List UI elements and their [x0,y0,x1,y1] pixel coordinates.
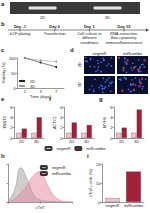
svg-text:Transfection: Transfection [44,31,66,36]
svg-text:3D: 3D [34,139,39,144]
svg-text:h: h [1,153,5,159]
svg-text:Day 15: Day 15 [118,24,132,29]
svg-text:cTnT+ cells (%): cTnT+ cells (%) [88,168,93,197]
svg-text:d: d [70,47,74,53]
svg-text:conditions: conditions [80,40,98,45]
svg-text:miRcombo: miRcombo [124,203,144,208]
svg-text:flow cytometry,: flow cytometry, [110,35,138,41]
svg-text:c: c [1,47,5,53]
svg-text:2D: 2D [119,139,124,144]
svg-text:negmiR: negmiR [93,51,107,56]
svg-text:different: different [82,35,97,41]
svg-text:0: 0 [60,136,63,141]
svg-text:2D: 2D [77,62,82,67]
svg-text:2D: 2D [19,139,24,144]
svg-text:negmiR: negmiR [57,146,71,151]
svg-text:f: f [49,96,52,102]
svg-text:e: e [1,96,5,102]
svg-text:6: 6 [60,105,63,110]
svg-text:Viability (%): Viability (%) [1,62,6,84]
svg-text:0: 0 [98,200,101,205]
svg-text:Day 1: Day 1 [84,24,95,29]
svg-text:3D: 3D [30,84,35,89]
svg-text:Day -1: Day -1 [14,24,27,29]
svg-text:6: 6 [110,105,113,110]
svg-text:100: 100 [9,56,16,61]
svg-text:3D: 3D [77,82,82,87]
svg-text:negmiR: negmiR [52,165,66,170]
svg-text:MYH6: MYH6 [102,116,107,128]
svg-text:2: 2 [110,125,113,130]
svg-text:TNNT2: TNNT2 [2,115,7,129]
svg-text:Time (days): Time (days) [30,93,51,99]
svg-text:0: 0 [13,86,16,91]
svg-text:0: 0 [110,136,113,141]
svg-text:2: 2 [10,125,13,130]
svg-text:50: 50 [11,71,16,76]
svg-text:negmiR: negmiR [106,203,120,208]
svg-text:3D: 3D [84,139,89,144]
svg-text:hCF plating: hCF plating [10,31,30,36]
svg-text:2D: 2D [69,139,74,144]
svg-text:Cell culture in: Cell culture in [77,31,102,36]
svg-text:Day 0: Day 0 [49,24,60,29]
svg-text:3D: 3D [105,15,110,20]
svg-text:3D: 3D [134,139,139,144]
svg-text:miRcombo: miRcombo [123,51,143,56]
svg-text:3: 3 [39,89,42,94]
svg-text:2D: 2D [30,78,36,84]
svg-text:RNA extraction,: RNA extraction, [110,31,138,36]
svg-text:4: 4 [110,115,113,120]
svg-text:ACTC1: ACTC1 [52,115,57,129]
svg-text:4: 4 [60,115,63,120]
svg-text:b: b [1,21,5,27]
svg-text:4: 4 [10,115,13,120]
svg-text:20: 20 [96,162,101,167]
svg-text:i: i [87,153,89,159]
svg-text:g: g [99,96,103,102]
svg-text:7: 7 [55,89,58,94]
svg-text:2: 2 [60,125,63,130]
svg-text:miRcombo: miRcombo [52,171,72,176]
svg-text:10: 10 [96,181,101,186]
svg-text:0: 0 [10,136,13,141]
svg-text:immunofluorescence: immunofluorescence [106,40,144,45]
svg-text:6: 6 [10,105,13,110]
svg-text:a: a [1,1,5,7]
svg-text:cTnT: cTnT [35,205,45,210]
svg-text:2D: 2D [40,15,45,20]
svg-text:1: 1 [24,89,27,94]
svg-text:miRcombo: miRcombo [86,146,106,151]
